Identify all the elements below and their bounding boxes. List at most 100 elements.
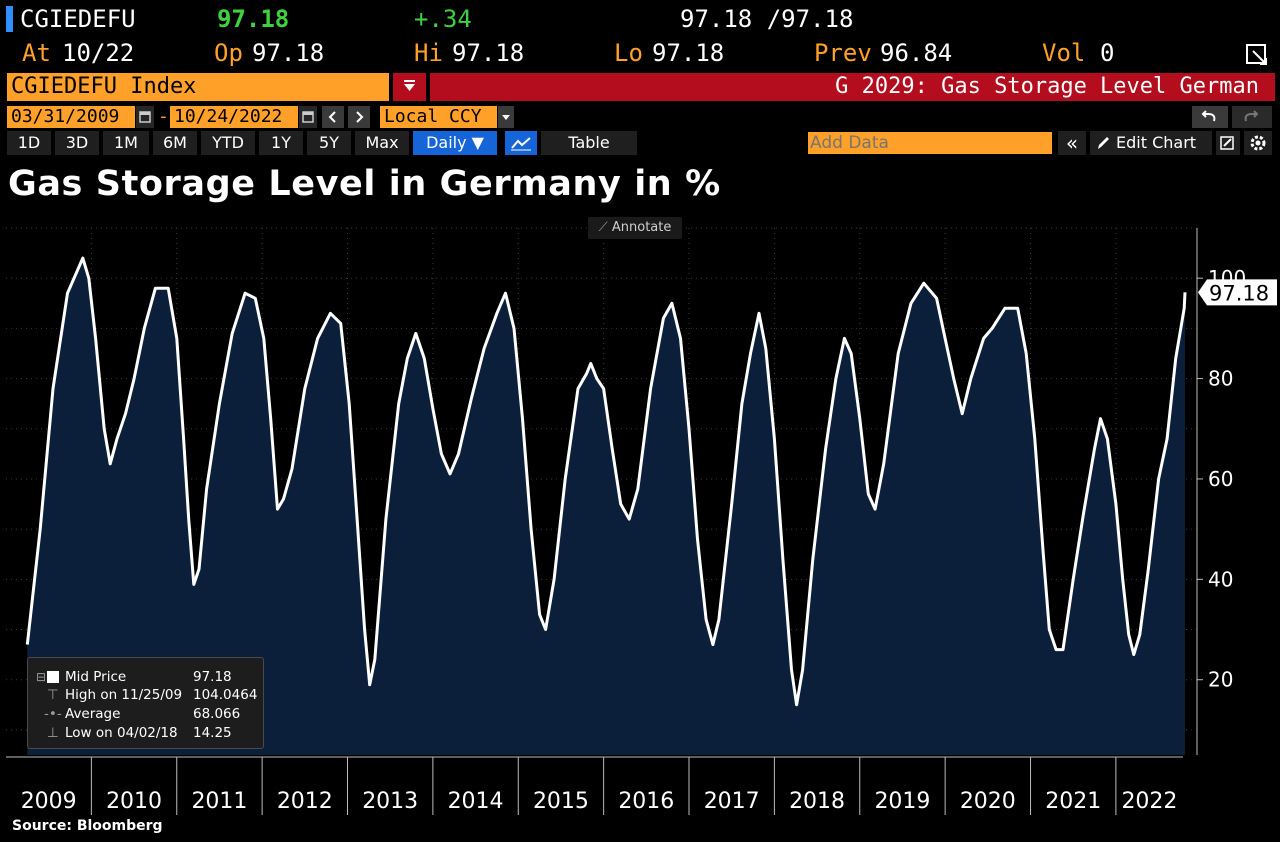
high-marker-icon: ⊤ [47, 687, 59, 703]
ticker: CGIEDEFU [20, 5, 136, 33]
legend-value: 97.18 [193, 669, 232, 685]
annotate-icon: ⟋ [598, 220, 612, 235]
undo-icon [1201, 110, 1216, 122]
security-name: CGIEDEFU Index [11, 74, 197, 99]
collapse-panel-button[interactable]: « [1058, 131, 1086, 155]
security-marker [6, 6, 13, 32]
open-value: 97.18 [252, 39, 325, 67]
range-1m-button[interactable]: 1M [103, 131, 149, 155]
prev-value: 96.84 [880, 39, 953, 67]
range-max-button[interactable]: Max [355, 131, 409, 155]
at-label: At [22, 39, 51, 67]
redo-icon [1244, 110, 1259, 122]
range-5y-button[interactable]: 5Y [307, 131, 351, 155]
at-value: 10/22 [62, 39, 135, 67]
y-tick-label: 20 [1208, 668, 1233, 692]
high-value: 97.18 [452, 39, 525, 67]
undo-button[interactable] [1192, 106, 1228, 128]
low-label: Lo [614, 39, 643, 67]
x-tick-label: 2009 [21, 789, 77, 814]
range-1y-label: 1Y [271, 133, 291, 152]
legend-value: 14.25 [193, 725, 232, 741]
calendar-icon [139, 111, 151, 123]
frequency-dropdown[interactable]: Daily ▼ [413, 131, 497, 155]
legend-value: 104.0464 [193, 687, 258, 703]
range-max-label: Max [365, 133, 399, 152]
legend-name: High on 11/25/09 [65, 687, 183, 703]
x-tick-label: 2018 [789, 789, 845, 814]
series-swatch [47, 671, 59, 683]
open-label: Op [214, 39, 243, 67]
range-ytd-button[interactable]: YTD [201, 131, 255, 155]
range-5y-label: 5Y [319, 133, 339, 152]
redo-button[interactable] [1232, 106, 1272, 128]
x-tick-label: 2010 [106, 789, 162, 814]
edit-chart-button[interactable]: Edit Chart [1090, 131, 1212, 155]
settings-button[interactable] [1244, 131, 1272, 155]
end-date-calendar-button[interactable] [299, 106, 317, 128]
x-tick-label: 2020 [960, 789, 1016, 814]
legend-row-mid-price[interactable]: ⊟ Mid Price 97.18 [36, 668, 261, 686]
last-value-tag [1198, 279, 1277, 306]
gear-icon [1250, 135, 1266, 151]
range-1d-label: 1D [17, 133, 41, 152]
line-chart-view-button[interactable] [505, 131, 537, 155]
low-value: 97.18 [652, 39, 725, 67]
prev-label: Prev [814, 39, 872, 67]
currency-select[interactable]: Local CCY [380, 106, 497, 128]
source-note: Source: Bloomberg [12, 818, 163, 834]
y-tick-label: 40 [1208, 567, 1233, 591]
dropdown-arrow-icon [404, 80, 415, 91]
security-dropdown-button[interactable] [393, 73, 426, 101]
y-tick-label: 60 [1208, 467, 1233, 491]
chevron-left-icon [328, 111, 336, 123]
legend-panel: ⊟ Mid Price 97.18 ⊤ High on 11/25/09 104… [27, 657, 264, 749]
x-tick-label: 2016 [618, 789, 674, 814]
security-field[interactable]: CGIEDEFU Index [7, 73, 389, 101]
range-6m-label: 6M [163, 133, 187, 152]
legend-name: Low on 04/02/18 [65, 725, 178, 741]
calendar-icon [302, 111, 314, 123]
popout-icon[interactable] [1244, 42, 1274, 68]
next-period-button[interactable] [348, 106, 370, 128]
legend-name: Mid Price [65, 669, 127, 685]
legend-row-high: ⊤ High on 11/25/09 104.0464 [36, 686, 261, 704]
date-separator: - [158, 106, 169, 127]
edit-chart-label: Edit Chart [1116, 133, 1197, 152]
chart-tools-button[interactable] [1216, 131, 1240, 155]
add-data-input[interactable] [808, 132, 1052, 154]
range-3d-button[interactable]: 3D [55, 131, 99, 155]
low-marker-icon: ⊥ [47, 725, 59, 741]
x-tick-label: 2012 [277, 789, 333, 814]
x-tick-label: 2022 [1121, 789, 1177, 814]
line-chart-icon [511, 137, 531, 151]
range-1y-button[interactable]: 1Y [259, 131, 303, 155]
x-tick-label: 2011 [191, 789, 247, 814]
volume-value: 0 [1100, 39, 1115, 67]
range-ytd-label: YTD [212, 133, 244, 152]
range-6m-button[interactable]: 6M [153, 131, 197, 155]
bid-ask: 97.18 /97.18 [680, 5, 854, 33]
table-view-button[interactable]: Table [541, 131, 637, 155]
start-date-input[interactable]: 03/31/2009 [7, 106, 135, 128]
prev-period-button[interactable] [322, 106, 344, 128]
range-1d-button[interactable]: 1D [7, 131, 51, 155]
currency-value: Local CCY [384, 106, 482, 127]
end-date-value: 10/24/2022 [174, 106, 283, 127]
price-change: +.34 [414, 5, 472, 33]
start-date-calendar-button[interactable] [136, 106, 154, 128]
annotate-button[interactable]: ⟋ Annotate [588, 217, 682, 239]
last-price: 97.18 [217, 5, 290, 33]
range-1m-label: 1M [114, 133, 138, 152]
chart-title: Gas Storage Level in Germany in % [8, 164, 721, 204]
frequency-label: Daily ▼ [426, 133, 484, 152]
x-tick-label: 2014 [448, 789, 504, 814]
pencil-icon [1098, 137, 1109, 149]
x-tick-label: 2013 [362, 789, 418, 814]
currency-dropdown-button[interactable] [498, 106, 514, 128]
collapse-icon: « [1065, 131, 1079, 155]
collapse-toggle-icon[interactable]: ⊟ [36, 670, 47, 684]
end-date-input[interactable]: 10/24/2022 [170, 106, 298, 128]
legend-row-low: ⊥ Low on 04/02/18 14.25 [36, 724, 261, 742]
